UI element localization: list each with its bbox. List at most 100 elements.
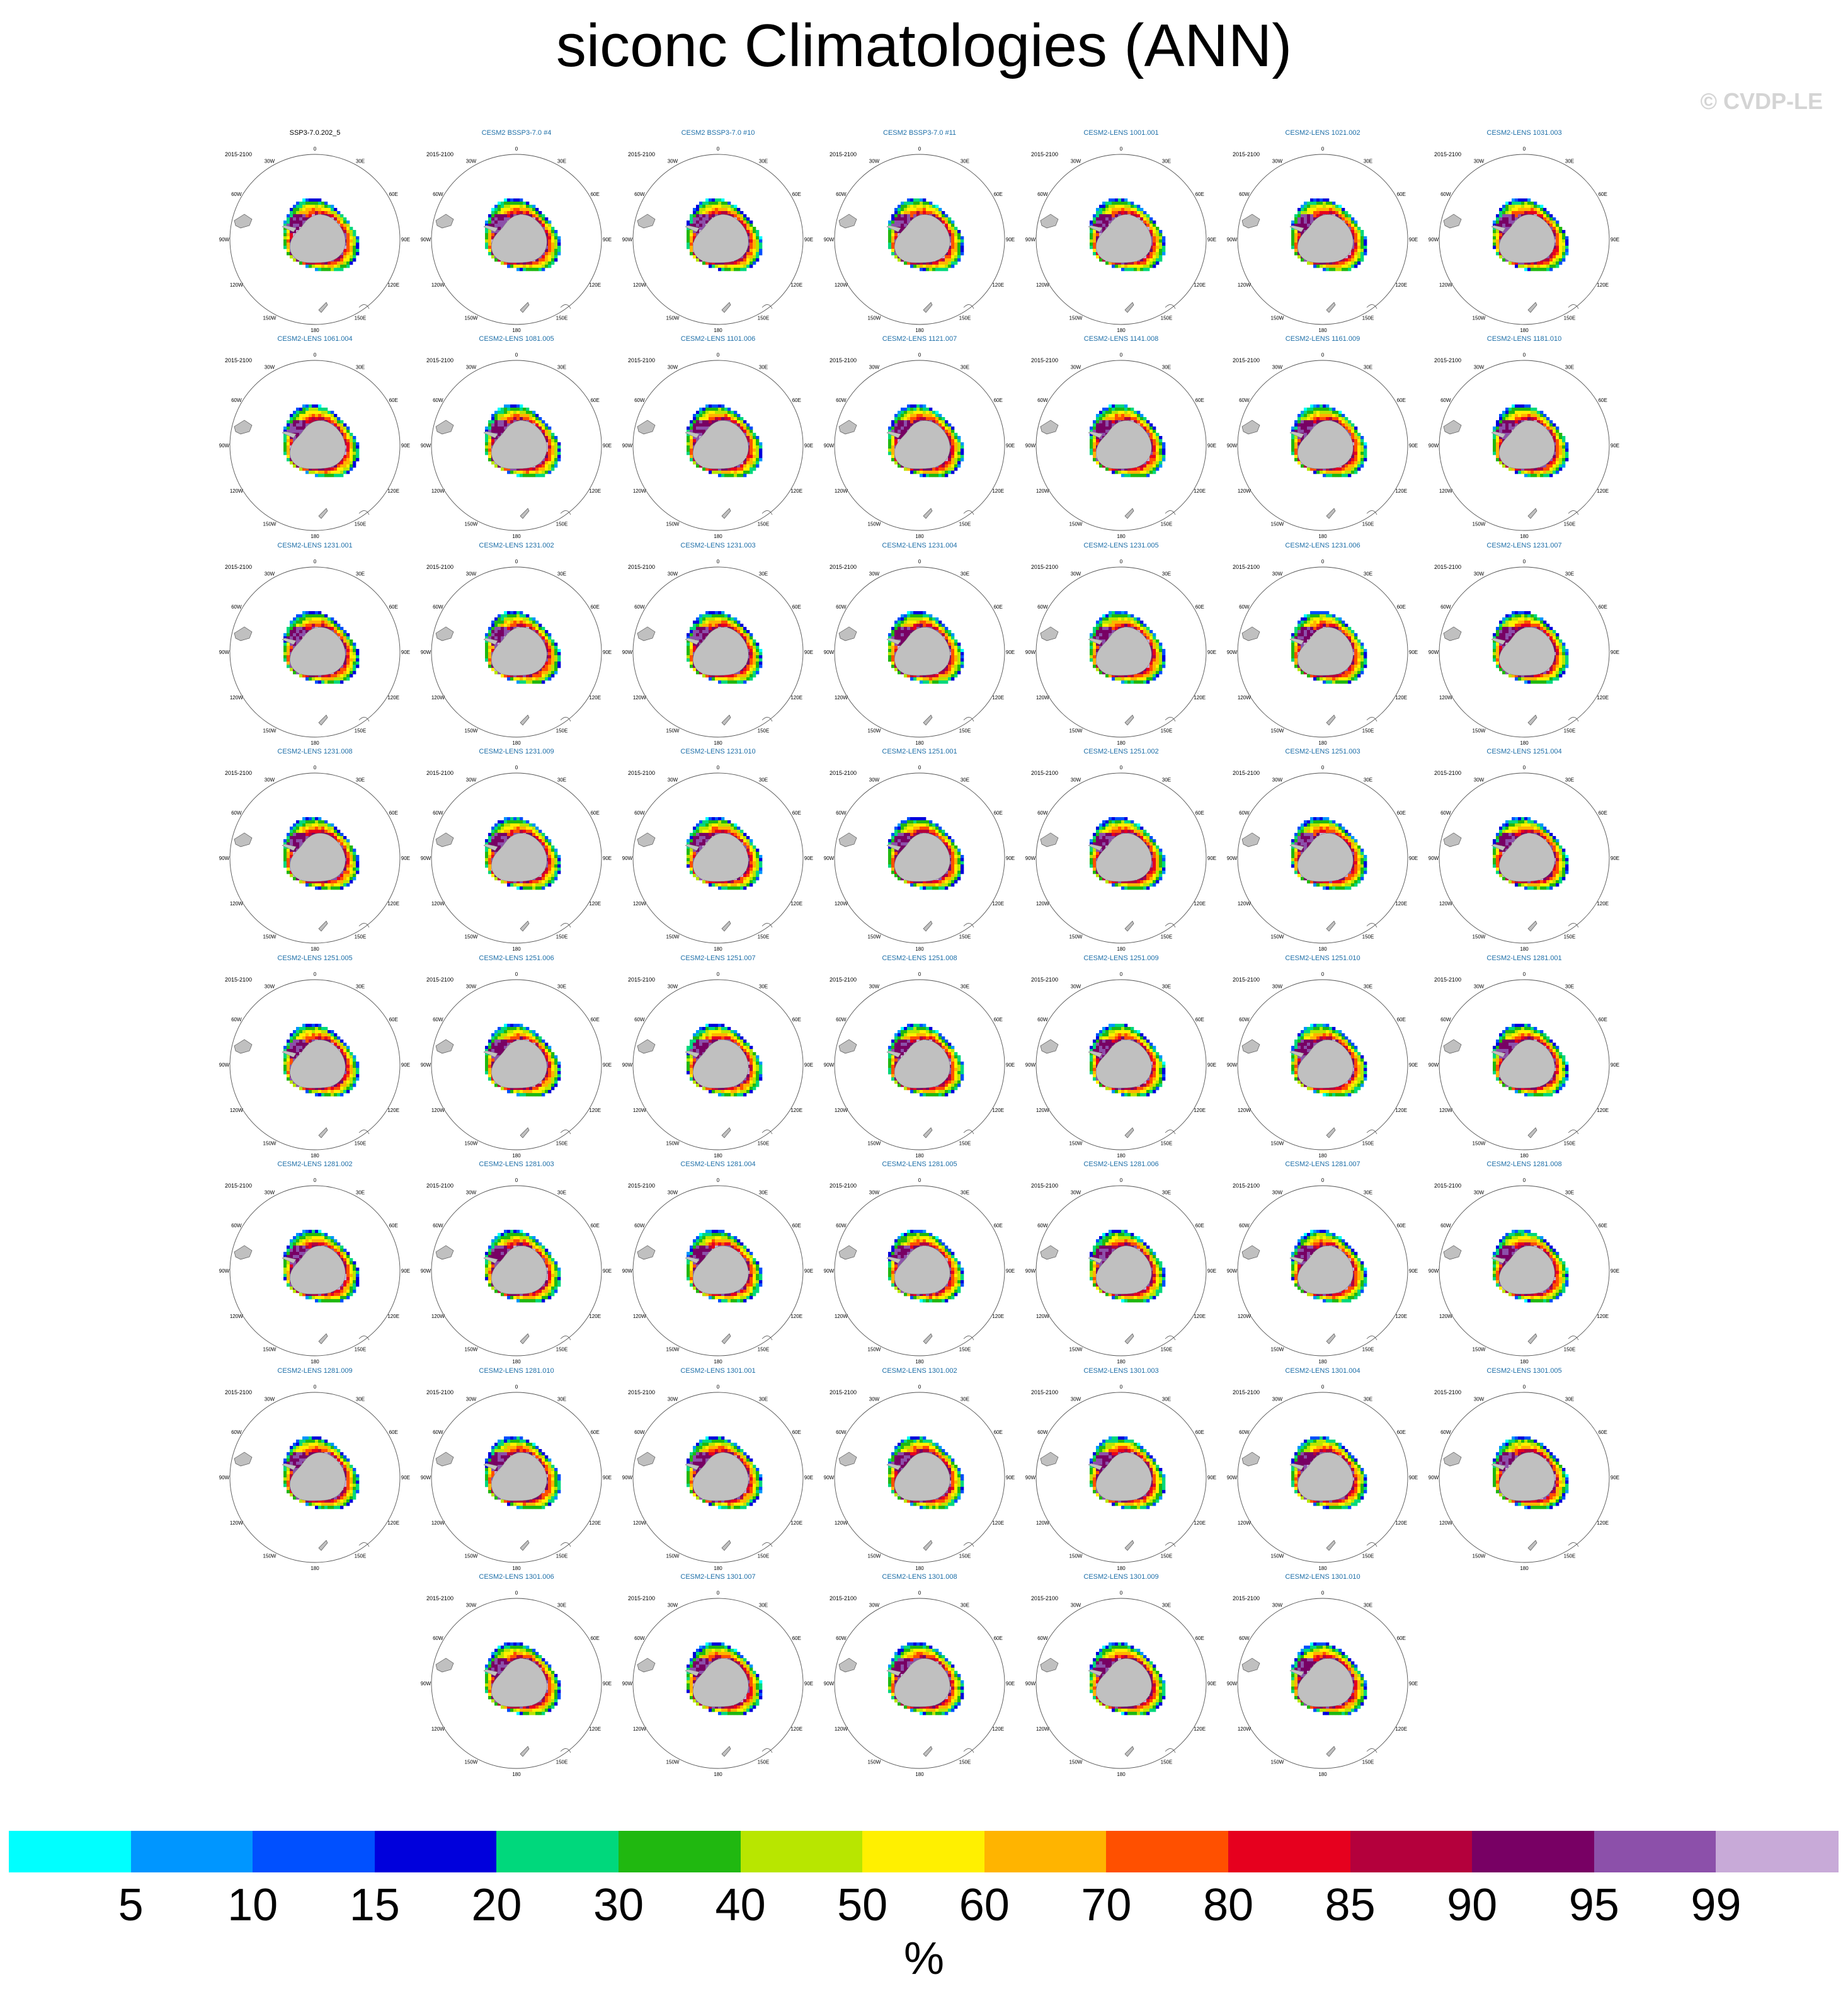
ice-cell (1323, 268, 1326, 272)
ice-cell (1298, 233, 1301, 237)
ice-cell (1509, 423, 1512, 427)
ice-cell (1294, 439, 1298, 443)
ice-cell (1162, 455, 1166, 459)
ice-cell (746, 662, 750, 665)
ice-cell (724, 265, 728, 268)
ice-cell (951, 233, 955, 237)
ice-cell (535, 423, 539, 427)
ice-cell (1354, 246, 1358, 249)
ice-cell (1304, 211, 1308, 215)
ice-cell (1146, 461, 1150, 465)
ice-cell (1294, 430, 1298, 433)
ice-cell (516, 624, 520, 627)
longitude-label: 120E (992, 488, 1004, 494)
ice-cell (548, 458, 552, 462)
ice-cell (1159, 452, 1163, 456)
ice-cell (926, 677, 930, 681)
ice-cell (743, 258, 747, 262)
ice-cell (910, 420, 914, 424)
ice-cell (299, 261, 303, 265)
ice-cell (1524, 474, 1528, 478)
ice-cell (705, 427, 709, 430)
ice-cell (1527, 404, 1531, 408)
ice-cell (1310, 221, 1314, 224)
ice-cell (1354, 258, 1358, 262)
ice-cell (1127, 208, 1131, 212)
ice-cell (901, 433, 904, 437)
ice-cell (759, 652, 763, 656)
ice-cell (305, 471, 309, 474)
ice-cell (498, 221, 501, 224)
ice-cell (535, 621, 539, 624)
ice-cell (318, 205, 322, 209)
ice-cell (1332, 268, 1336, 272)
ice-cell (1149, 227, 1153, 231)
ice-cell (507, 624, 511, 627)
ice-cell (296, 417, 300, 421)
ice-cell (951, 255, 955, 259)
ice-cell (1531, 265, 1534, 268)
ice-cell (557, 246, 561, 249)
ice-cell (1298, 436, 1301, 440)
ice-cell (1102, 636, 1106, 640)
ice-cell (1099, 230, 1103, 234)
ice-cell (1531, 211, 1534, 215)
longitude-label: 0 (1120, 146, 1123, 152)
ice-cell (1102, 411, 1106, 415)
ice-cell (926, 414, 930, 418)
ice-cell (305, 420, 309, 424)
ice-cell (290, 230, 294, 234)
ice-cell (938, 671, 942, 675)
ice-cell (696, 258, 700, 262)
ice-cell (1134, 674, 1138, 678)
ice-cell (746, 261, 750, 265)
ice-cell (753, 255, 756, 259)
ice-cell (913, 677, 917, 681)
ice-cell (491, 646, 495, 650)
longitude-label: 0 (717, 146, 720, 152)
ice-cell (1301, 436, 1304, 440)
map-boundary (431, 566, 602, 738)
ice-cell (1546, 255, 1550, 259)
ice-cell (898, 617, 901, 621)
ice-cell (343, 217, 347, 221)
ice-cell (1354, 227, 1358, 231)
ice-cell (1543, 261, 1547, 265)
ice-cell (888, 442, 892, 446)
ice-cell (746, 439, 750, 443)
ice-cell (356, 662, 360, 665)
ice-cell (923, 417, 927, 421)
ice-cell (715, 674, 719, 678)
ice-cell (520, 617, 523, 621)
ice-cell (501, 423, 505, 427)
ice-cell (718, 261, 722, 265)
ice-cell (1127, 674, 1131, 678)
ice-cell (312, 614, 316, 618)
map-panel: 0 30E 60E 90E 120E 150E 180 150W 120W 90W 60W 30W CE… (421, 542, 612, 746)
ice-cell (532, 471, 536, 474)
ice-cell (1301, 205, 1304, 209)
panel-title: CESM2-LENS 1231.001 (277, 542, 353, 549)
ice-cell (1348, 471, 1352, 474)
longitude-label: 0 (1523, 146, 1526, 152)
panel-title: CESM2-LENS 1081.005 (479, 335, 554, 343)
ice-cell (888, 633, 892, 637)
ice-cell (350, 662, 353, 665)
panel-title: SSP3-7.0.202_5 (289, 129, 341, 137)
ice-cell (954, 671, 958, 675)
ice-cell (554, 452, 558, 456)
ice-cell (1146, 423, 1150, 427)
ice-cell (907, 611, 911, 615)
ice-cell (718, 411, 722, 415)
ice-cell (743, 461, 747, 465)
ice-cell (696, 221, 700, 224)
ice-cell (510, 404, 514, 408)
ice-cell (1112, 411, 1115, 415)
ice-cell (1096, 423, 1100, 427)
ice-cell (898, 464, 901, 468)
ice-cell (1357, 455, 1361, 459)
ice-cell (1294, 217, 1298, 221)
ice-cell (693, 221, 697, 224)
ice-cell (727, 268, 731, 272)
ice-cell (938, 467, 942, 471)
